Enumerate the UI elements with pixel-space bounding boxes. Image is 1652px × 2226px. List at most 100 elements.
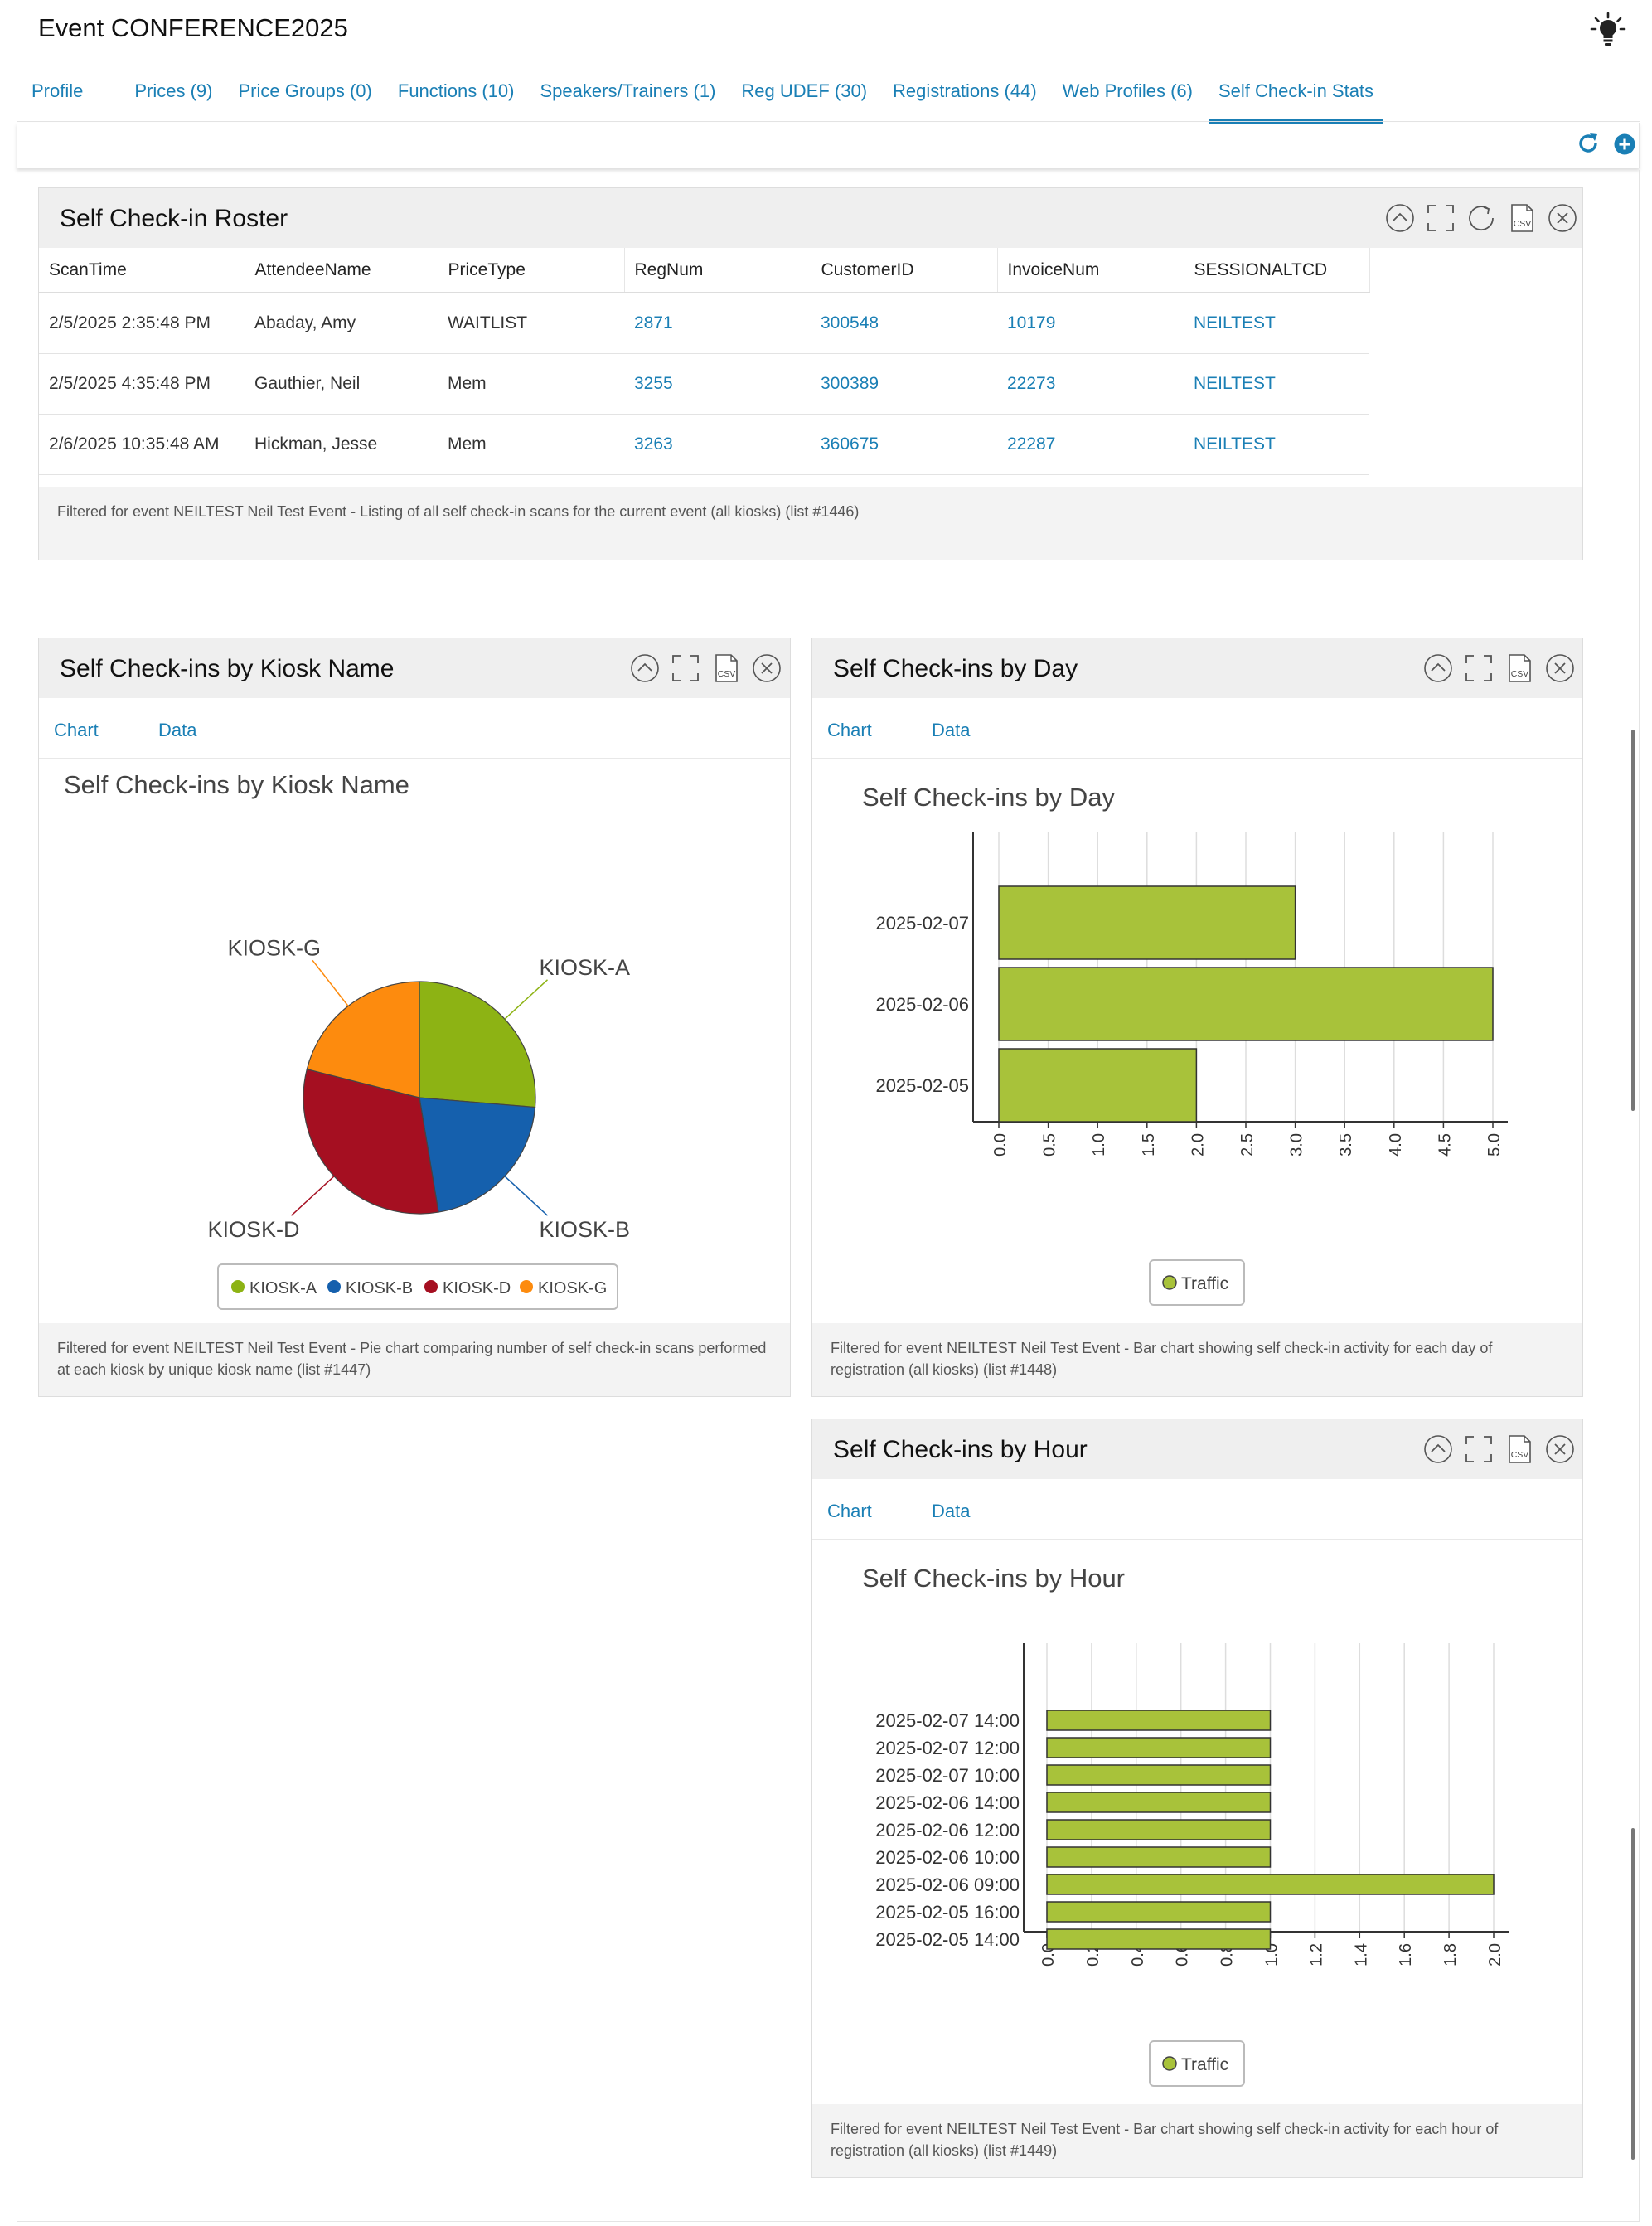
tab-profile[interactable]: Profile bbox=[31, 80, 84, 101]
bar[interactable] bbox=[998, 885, 1296, 960]
bar[interactable] bbox=[1046, 1901, 1272, 1923]
tab-price-groups[interactable]: Price Groups (0) bbox=[238, 80, 372, 101]
bar[interactable] bbox=[1046, 1928, 1272, 1950]
chart-tab[interactable]: Chart bbox=[827, 720, 872, 740]
close-icon[interactable] bbox=[1544, 1433, 1576, 1465]
pie-slice[interactable] bbox=[303, 1068, 439, 1215]
column-header[interactable]: AttendeeName bbox=[245, 248, 438, 293]
bar[interactable] bbox=[1046, 1737, 1272, 1758]
x-tick-label: 1.2 bbox=[1307, 1943, 1325, 1967]
data-tab[interactable]: Data bbox=[932, 1501, 971, 1521]
invoice-num-link[interactable]: 22287 bbox=[1007, 434, 1056, 453]
x-tick-label: 1.8 bbox=[1441, 1943, 1460, 1967]
pie-slice[interactable] bbox=[419, 981, 536, 1108]
scrollbar-thumb[interactable] bbox=[1631, 1828, 1635, 2160]
bar[interactable] bbox=[998, 1048, 1198, 1123]
tab-functions[interactable]: Functions (10) bbox=[397, 80, 515, 101]
chart-tab[interactable]: Chart bbox=[827, 1501, 872, 1521]
close-icon[interactable] bbox=[751, 652, 782, 684]
chart-tab[interactable]: Chart bbox=[54, 720, 99, 740]
expand-icon[interactable] bbox=[1463, 1433, 1495, 1465]
panel-controls: CSV bbox=[1422, 1419, 1576, 1479]
bar[interactable] bbox=[1046, 1792, 1272, 1813]
refresh-icon[interactable] bbox=[1576, 131, 1601, 156]
tab-prices[interactable]: Prices (9) bbox=[134, 80, 213, 101]
legend-label[interactable]: KIOSK-B bbox=[346, 1279, 413, 1297]
pie-slice[interactable] bbox=[419, 1097, 536, 1213]
csv-icon[interactable]: CSV bbox=[710, 652, 742, 684]
toolbar bbox=[17, 123, 1640, 168]
collapse-icon[interactable] bbox=[629, 652, 661, 684]
chart-title: Self Check-ins by Kiosk Name bbox=[64, 770, 409, 799]
reg-num-link[interactable]: 3255 bbox=[634, 373, 673, 393]
add-circle-icon[interactable] bbox=[1613, 133, 1636, 156]
customer-id-link[interactable]: 300548 bbox=[821, 313, 879, 332]
legend-label[interactable]: KIOSK-D bbox=[443, 1279, 511, 1297]
day-chart-panel: Self Check-ins by Day CSV Chart Data Sel… bbox=[811, 638, 1583, 1397]
reload-icon[interactable] bbox=[1465, 202, 1497, 234]
reg-num-link[interactable]: 3263 bbox=[634, 434, 673, 453]
data-tab[interactable]: Data bbox=[932, 720, 971, 740]
tab-speakers-trainers[interactable]: Speakers/Trainers (1) bbox=[540, 80, 716, 101]
y-tick-label: 2025-02-06 09:00 bbox=[875, 1874, 1020, 1895]
bar[interactable] bbox=[1046, 1846, 1272, 1868]
tab-reg-udef[interactable]: Reg UDEF (30) bbox=[741, 80, 868, 101]
lightbulb-icon[interactable] bbox=[1590, 12, 1626, 48]
session-code-link[interactable]: NEILTEST bbox=[1194, 313, 1276, 332]
column-header[interactable]: RegNum bbox=[624, 248, 811, 293]
tab-web-profiles[interactable]: Web Profiles (6) bbox=[1062, 80, 1193, 101]
collapse-icon[interactable] bbox=[1422, 652, 1454, 684]
bar[interactable] bbox=[1046, 1764, 1272, 1786]
bar[interactable] bbox=[1046, 1874, 1495, 1895]
close-icon[interactable] bbox=[1547, 202, 1578, 234]
x-tick-label: 1.5 bbox=[1140, 1133, 1158, 1157]
legend-box bbox=[1149, 1259, 1245, 1306]
bar[interactable] bbox=[1046, 1710, 1272, 1731]
column-header[interactable]: SESSIONALTCD bbox=[1184, 248, 1370, 293]
pie-slice[interactable] bbox=[306, 981, 420, 1098]
collapse-icon[interactable] bbox=[1422, 1433, 1454, 1465]
scrollbar-thumb[interactable] bbox=[1631, 730, 1635, 1111]
bar[interactable] bbox=[998, 967, 1494, 1041]
legend-swatch bbox=[520, 1280, 533, 1293]
customer-id-link[interactable]: 300389 bbox=[821, 373, 879, 393]
customer-id-link[interactable]: 360675 bbox=[821, 434, 879, 453]
csv-icon[interactable]: CSV bbox=[1504, 652, 1535, 684]
tab-registrations[interactable]: Registrations (44) bbox=[893, 80, 1037, 101]
table-row: 2/5/2025 2:35:48 PM Abaday, Amy WAITLIST… bbox=[39, 293, 1369, 354]
invoice-num-link[interactable]: 22273 bbox=[1007, 373, 1056, 393]
scan-time-cell: 2/5/2025 4:35:48 PM bbox=[39, 353, 245, 415]
csv-icon-label: CSV bbox=[718, 669, 736, 679]
panel-header: Self Check-ins by Kiosk Name CSV bbox=[39, 638, 790, 698]
collapse-icon[interactable] bbox=[1384, 202, 1416, 234]
y-tick-label: 2025-02-05 14:00 bbox=[875, 1929, 1020, 1950]
expand-icon[interactable] bbox=[1425, 202, 1456, 234]
legend-swatch bbox=[231, 1280, 245, 1293]
legend-label[interactable]: Traffic bbox=[1181, 1274, 1228, 1293]
tab-self-checkin-stats[interactable]: Self Check-in Stats bbox=[1208, 79, 1384, 124]
column-header[interactable]: InvoiceNum bbox=[997, 248, 1184, 293]
slice-leader-line bbox=[504, 979, 549, 1020]
reg-num-link[interactable]: 2871 bbox=[634, 313, 673, 332]
legend-label[interactable]: KIOSK-A bbox=[249, 1279, 317, 1297]
table-header-row: ScanTime AttendeeName PriceType RegNum C… bbox=[39, 248, 1370, 293]
invoice-num-link[interactable]: 10179 bbox=[1007, 313, 1056, 332]
panel-controls: CSV bbox=[1384, 188, 1578, 248]
csv-icon[interactable]: CSV bbox=[1506, 202, 1538, 234]
data-tab[interactable]: Data bbox=[158, 720, 197, 740]
legend-label[interactable]: KIOSK-G bbox=[538, 1279, 607, 1297]
session-code-link[interactable]: NEILTEST bbox=[1194, 434, 1276, 453]
close-icon[interactable] bbox=[1544, 652, 1576, 684]
view-tabs: Chart Data bbox=[39, 698, 790, 759]
expand-icon[interactable] bbox=[1463, 652, 1495, 684]
slice-label: KIOSK-G bbox=[227, 935, 321, 960]
legend-label[interactable]: Traffic bbox=[1181, 2055, 1228, 2074]
column-header[interactable]: CustomerID bbox=[811, 248, 998, 293]
session-code-link[interactable]: NEILTEST bbox=[1194, 373, 1276, 393]
bar[interactable] bbox=[1046, 1819, 1272, 1840]
column-header[interactable]: ScanTime bbox=[39, 248, 245, 293]
csv-icon[interactable]: CSV bbox=[1504, 1433, 1535, 1465]
column-header[interactable]: PriceType bbox=[438, 248, 625, 293]
expand-icon[interactable] bbox=[670, 652, 701, 684]
